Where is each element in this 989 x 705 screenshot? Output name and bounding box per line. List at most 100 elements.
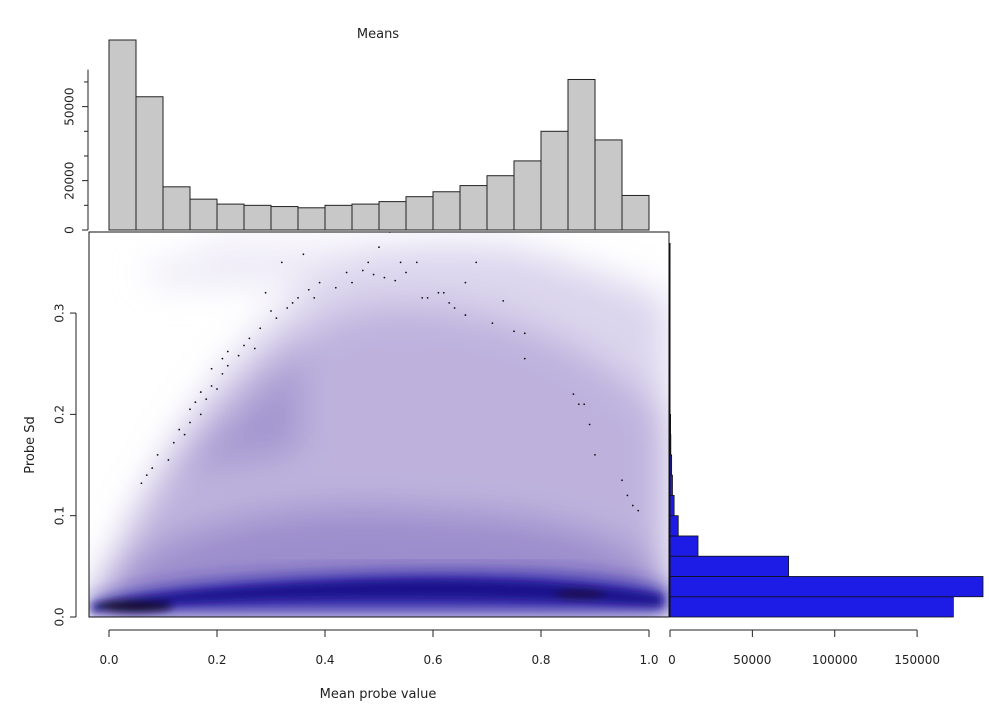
sd-histogram-bar xyxy=(669,515,679,537)
outlier-point xyxy=(275,317,278,320)
x-tick-label: 0.0 xyxy=(99,653,118,667)
y-axis-title: Probe Sd xyxy=(23,416,38,474)
right-x-tick-label: 100000 xyxy=(812,653,858,667)
means-histogram-bar xyxy=(378,201,407,231)
means-histogram-y-axis: 0 20000 50000 xyxy=(63,69,89,234)
means-histogram-bar xyxy=(486,175,515,231)
outlier-point xyxy=(270,310,272,312)
outlier-point xyxy=(442,291,445,294)
outlier-point xyxy=(631,504,634,507)
outlier-point xyxy=(318,281,321,284)
outlier-point xyxy=(383,276,386,279)
sd-histogram-x-axis: 0 50000 100000 150000 xyxy=(668,629,940,667)
outlier-point xyxy=(345,271,348,274)
outlier-point xyxy=(253,347,256,350)
outlier-point xyxy=(183,433,186,436)
outlier-point xyxy=(437,291,440,294)
outlier-point xyxy=(405,271,407,274)
density-haze xyxy=(90,240,668,615)
means-histogram-bar xyxy=(216,203,245,231)
outlier-point xyxy=(621,479,623,482)
outlier-point xyxy=(394,279,397,282)
outlier-point xyxy=(221,357,224,360)
outlier-point xyxy=(513,330,515,333)
outlier-point xyxy=(221,372,224,375)
sd-histogram-bar xyxy=(669,576,984,598)
outlier-point xyxy=(302,253,305,256)
outlier-point xyxy=(199,391,202,393)
x-tick-label: 0.6 xyxy=(423,653,442,667)
outlier-point xyxy=(145,474,148,477)
outlier-point xyxy=(502,299,505,302)
outlier-point xyxy=(378,246,380,249)
plot-frame xyxy=(88,231,670,618)
sd-histogram-bar xyxy=(669,555,790,577)
outlier-point xyxy=(226,350,229,353)
outlier-point xyxy=(572,393,575,396)
outlier-point xyxy=(313,296,316,299)
outlier-point xyxy=(237,354,240,357)
means-histogram-bar xyxy=(189,198,218,231)
means-histogram-bar xyxy=(108,39,137,231)
histogram-title: Means xyxy=(357,27,399,42)
outlier-point xyxy=(361,269,364,272)
outlier-point xyxy=(594,453,596,456)
means-histogram-bar xyxy=(459,185,488,231)
y-tick-label: 0.1 xyxy=(53,506,67,525)
outlier-point xyxy=(588,423,591,426)
means-histogram-bar xyxy=(162,186,191,231)
outlier-point xyxy=(523,357,526,360)
x-tick-label: 0.2 xyxy=(207,653,226,667)
outlier-point xyxy=(307,288,310,291)
outlier-point xyxy=(523,332,526,335)
outlier-point xyxy=(626,494,629,497)
outlier-point xyxy=(259,327,262,330)
y-tick-label: 0.3 xyxy=(53,304,67,323)
density-axes: 0.0 0.2 0.4 0.6 0.8 1.0 0.0 0.1 0.2 0.3 xyxy=(53,304,659,667)
top-y-tick-label: 20000 xyxy=(63,162,77,200)
outlier-point xyxy=(297,296,299,299)
means-histogram-bar xyxy=(540,130,569,231)
outlier-point xyxy=(248,337,251,340)
outlier-point xyxy=(167,459,170,461)
outlier-point xyxy=(351,281,353,284)
outlier-point xyxy=(199,413,202,416)
outlier-point xyxy=(637,509,640,512)
outlier-point xyxy=(291,302,294,304)
outlier-point xyxy=(448,302,451,304)
means-histogram-bar xyxy=(324,204,353,231)
outlier-point xyxy=(243,344,245,347)
outlier-point xyxy=(156,453,159,456)
means-histogram-bar xyxy=(513,160,542,231)
outlier-point xyxy=(464,314,467,316)
density-peak xyxy=(92,580,662,612)
outlier-point xyxy=(583,403,586,406)
outlier-point xyxy=(178,428,181,431)
means-histogram-bar xyxy=(621,194,650,231)
means-histogram-bar xyxy=(351,203,380,231)
outlier-point xyxy=(464,281,467,284)
right-x-tick-label: 0 xyxy=(668,653,676,667)
outlier-point xyxy=(172,441,175,444)
outlier-point xyxy=(415,261,418,264)
outlier-point xyxy=(286,307,289,309)
outlier-point xyxy=(491,322,494,325)
means-histogram-bar xyxy=(270,206,299,231)
means-histogram-bar xyxy=(594,139,623,231)
top-y-tick-label: 50000 xyxy=(63,88,77,126)
sd-histogram-bar xyxy=(669,596,954,618)
means-histogram-bars xyxy=(108,39,650,231)
outlier-point xyxy=(189,421,191,424)
right-x-tick-label: 150000 xyxy=(894,653,940,667)
outlier-point xyxy=(189,408,191,411)
outlier-point xyxy=(210,367,213,370)
outlier-point xyxy=(194,401,197,404)
y-tick-label: 0.2 xyxy=(53,405,67,424)
outlier-point xyxy=(226,364,229,367)
outlier-point xyxy=(216,388,218,390)
means-histogram: Means 0 20000 50000 xyxy=(63,27,650,234)
outlier-point xyxy=(475,261,478,264)
x-tick-label: 0.8 xyxy=(531,653,550,667)
top-y-tick-label: 0 xyxy=(63,226,77,234)
